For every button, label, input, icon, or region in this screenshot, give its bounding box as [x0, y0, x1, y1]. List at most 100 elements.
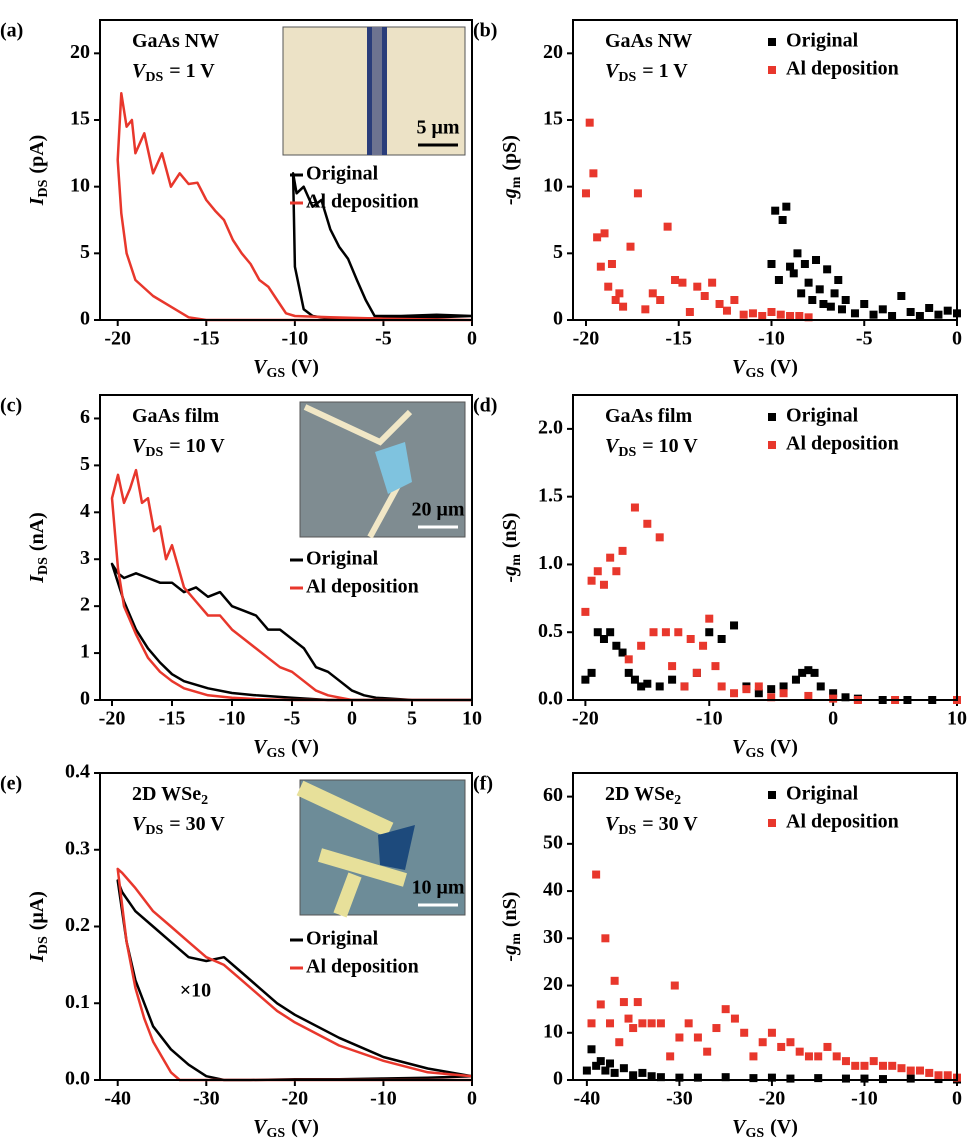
data-point [850, 309, 859, 318]
y-tick-label: 40 [543, 879, 563, 901]
data-point [633, 998, 642, 1007]
data-point [860, 1074, 869, 1083]
panel-label: (e) [0, 773, 22, 795]
data-point [585, 118, 594, 127]
symbol: I [26, 196, 48, 206]
data-point [587, 668, 596, 677]
legend-label: Original [786, 405, 859, 427]
x-tick-label: -20 [759, 1088, 786, 1110]
text-part: = 30 V [169, 813, 225, 835]
bias-label: VDS = 30 V [605, 813, 698, 839]
subscript: GS [266, 366, 285, 381]
text-part: = 1 V [642, 60, 688, 82]
data-point [647, 1072, 656, 1081]
data-point [906, 1074, 915, 1083]
y-tick-label: 60 [543, 784, 563, 806]
data-line [110, 468, 472, 702]
data-point [943, 1071, 952, 1080]
y-tick-label: 5 [553, 241, 563, 263]
data-point [587, 576, 596, 585]
data-point [715, 300, 724, 308]
text-part: (μA) [26, 891, 48, 930]
data-point [638, 1068, 647, 1077]
y-axis-label: -gm (nS) [499, 513, 525, 583]
x-tick-label: 0 [828, 708, 838, 730]
y-tick-label: 0 [80, 688, 90, 710]
data-point [615, 289, 624, 298]
data-point [680, 682, 689, 691]
data-point [812, 256, 821, 264]
data-point [851, 1061, 860, 1070]
subscript: GS [745, 746, 764, 761]
symbol: V [605, 60, 620, 82]
text-part: (nS) [499, 892, 521, 928]
data-point [692, 668, 701, 677]
data-point [592, 1061, 601, 1070]
data-point [612, 641, 621, 650]
data-point [693, 1033, 702, 1042]
data-point [618, 546, 627, 555]
x-tick-label: -20 [573, 328, 600, 350]
bias-label: VDS = 1 V [605, 60, 688, 86]
panel-label: (c) [0, 395, 22, 417]
legend-label: Original [786, 783, 859, 805]
data-point [841, 1057, 850, 1066]
x-tick-label: -15 [159, 708, 186, 730]
data-point [655, 682, 664, 691]
data-point [721, 1005, 730, 1014]
data-point [869, 1057, 878, 1066]
panel-label: (a) [0, 20, 23, 42]
data-line [116, 92, 473, 322]
x-tick-label: 10 [462, 708, 482, 730]
legend-label: Original [306, 548, 379, 570]
x-tick-label: -5 [856, 328, 873, 350]
data-point [795, 1047, 804, 1056]
data-point [816, 682, 825, 691]
data-point [674, 628, 683, 637]
y-tick-label: 0.5 [538, 620, 563, 642]
data-point [767, 685, 776, 694]
data-point [798, 668, 807, 677]
x-tick-label: 10 [947, 708, 967, 730]
data-point [606, 1019, 615, 1028]
data-point [878, 1061, 887, 1070]
legend-label: Original [306, 163, 379, 185]
data-point [700, 292, 709, 300]
x-tick-label: -5 [375, 328, 392, 350]
data-point [587, 1045, 596, 1054]
data-point [581, 675, 590, 684]
subscript: DS [618, 823, 636, 838]
data-point [606, 628, 615, 637]
data-point [717, 682, 726, 691]
data-point [671, 276, 680, 284]
data-point [740, 1028, 749, 1037]
data-point [778, 216, 787, 224]
data-point [629, 1071, 638, 1080]
subscript: DS [618, 70, 636, 85]
data-point [596, 262, 605, 271]
data-point [878, 305, 887, 314]
data-point [767, 693, 776, 702]
legend-label: Al deposition [786, 58, 899, 80]
data-point [786, 1038, 795, 1047]
data-point [596, 1000, 605, 1009]
symbol: 2D WSe [605, 783, 674, 805]
data-point [661, 628, 670, 637]
data-point [789, 269, 798, 278]
data-point [668, 662, 677, 671]
data-point [832, 1052, 841, 1061]
data-point [934, 310, 943, 319]
data-point [829, 689, 838, 698]
y-tick-label: 0.4 [65, 761, 90, 783]
data-point [943, 306, 952, 315]
x-tick-label: 0 [952, 328, 962, 350]
x-axis-label: VGS (V) [732, 736, 798, 762]
data-point [804, 691, 813, 700]
subscript: GS [266, 1126, 285, 1141]
plot-frame [99, 19, 473, 321]
data-point [624, 655, 633, 664]
bias-label: VDS = 10 V [605, 435, 698, 461]
scale-bar-label: 5 μm [417, 117, 460, 139]
